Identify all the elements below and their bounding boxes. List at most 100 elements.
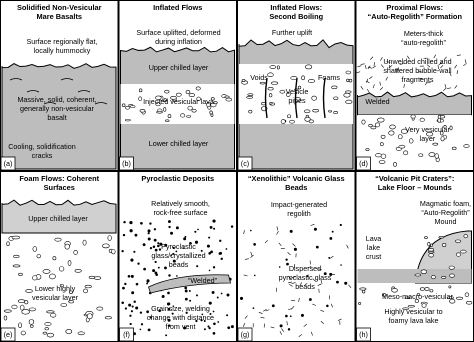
bead bbox=[211, 291, 215, 294]
annotation: glass/crystallized bbox=[151, 251, 205, 260]
annotation: Meters-thick bbox=[404, 29, 444, 38]
bead bbox=[135, 282, 139, 286]
vesicle bbox=[297, 85, 302, 90]
bead bbox=[189, 299, 192, 302]
bead bbox=[161, 295, 165, 298]
fragment bbox=[287, 252, 291, 256]
bead bbox=[142, 243, 146, 247]
fragment bbox=[250, 251, 253, 256]
annotation: fragments bbox=[402, 75, 434, 84]
vesicle bbox=[287, 114, 292, 118]
bead bbox=[194, 240, 199, 244]
bead bbox=[227, 326, 231, 330]
bead bbox=[253, 274, 256, 277]
crack bbox=[77, 90, 91, 93]
panel-letter: (c) bbox=[241, 159, 249, 168]
vesicle bbox=[407, 305, 415, 308]
bead bbox=[167, 302, 171, 306]
vesicle bbox=[434, 153, 439, 159]
fragment bbox=[309, 260, 311, 265]
fragment bbox=[304, 282, 308, 287]
bead bbox=[329, 272, 333, 276]
vesicle bbox=[290, 76, 298, 80]
bead bbox=[208, 301, 212, 305]
vesicle bbox=[276, 65, 280, 70]
fragment bbox=[291, 306, 295, 310]
vesicle bbox=[6, 241, 10, 247]
panel-letter: (f) bbox=[123, 330, 130, 339]
vesicle bbox=[196, 96, 201, 101]
fragment bbox=[318, 288, 320, 293]
bead bbox=[195, 319, 198, 323]
vesicle bbox=[419, 287, 426, 291]
letter-box bbox=[0, 156, 16, 171]
bead bbox=[147, 229, 151, 233]
annotation: Welded bbox=[365, 97, 389, 106]
annotation: Pyroclastic bbox=[161, 242, 196, 251]
vesicle bbox=[42, 269, 51, 274]
bead bbox=[188, 289, 191, 292]
fragment bbox=[386, 61, 391, 63]
bead bbox=[147, 328, 151, 332]
fragment bbox=[330, 303, 334, 308]
bead bbox=[226, 314, 229, 317]
panel-letter: (e) bbox=[4, 330, 13, 339]
bead bbox=[208, 236, 211, 239]
bead bbox=[164, 266, 167, 270]
vesicle bbox=[32, 275, 38, 281]
vesicle bbox=[449, 298, 456, 304]
vesicle bbox=[442, 242, 447, 247]
vesicle bbox=[269, 65, 277, 69]
vesicle bbox=[464, 292, 470, 297]
annotation: from vent bbox=[166, 322, 196, 331]
vesicle bbox=[195, 86, 201, 91]
crack bbox=[9, 78, 23, 81]
vesicle bbox=[138, 88, 143, 93]
fragment bbox=[298, 297, 300, 302]
fragment bbox=[440, 65, 444, 69]
bead bbox=[184, 286, 188, 290]
bead bbox=[159, 242, 163, 246]
annotation: pyroclastic glass bbox=[279, 273, 332, 282]
vesicle bbox=[427, 241, 431, 247]
bead bbox=[146, 310, 150, 314]
vesicle bbox=[52, 256, 57, 261]
panel: Pyroclastic Deposits Relatively smooth,ro… bbox=[118, 171, 237, 342]
vesicle bbox=[125, 105, 130, 110]
vesicle bbox=[170, 96, 177, 100]
fragment bbox=[399, 63, 404, 66]
fragment bbox=[258, 311, 263, 314]
fragment bbox=[317, 283, 322, 286]
vesicle bbox=[358, 302, 362, 305]
bead bbox=[185, 311, 188, 314]
fragment bbox=[372, 84, 375, 89]
vesicle bbox=[437, 117, 441, 123]
vesicle bbox=[18, 272, 23, 276]
vesicle bbox=[82, 239, 87, 246]
vesicle bbox=[44, 322, 52, 326]
fragment bbox=[317, 268, 322, 270]
fragment bbox=[449, 72, 452, 77]
letter-box bbox=[119, 156, 134, 171]
bead bbox=[300, 313, 304, 317]
vesicle bbox=[448, 285, 452, 289]
vesicle bbox=[186, 115, 192, 118]
fragment bbox=[292, 243, 296, 247]
panel-title: Proximal Flows: bbox=[386, 3, 443, 12]
bead bbox=[152, 269, 156, 273]
fragment bbox=[260, 317, 265, 319]
bead bbox=[207, 325, 210, 328]
fragment bbox=[366, 78, 369, 83]
vesicle bbox=[163, 107, 167, 112]
bead bbox=[149, 222, 152, 225]
vesicle bbox=[398, 134, 403, 140]
vesicle bbox=[343, 92, 351, 98]
vesicle bbox=[74, 269, 82, 273]
vesicle bbox=[377, 117, 385, 123]
vesicle bbox=[286, 92, 291, 97]
bead bbox=[189, 242, 192, 245]
vesicle bbox=[28, 307, 36, 312]
vesicle bbox=[455, 252, 461, 257]
bead bbox=[220, 257, 223, 261]
bead bbox=[200, 249, 203, 252]
